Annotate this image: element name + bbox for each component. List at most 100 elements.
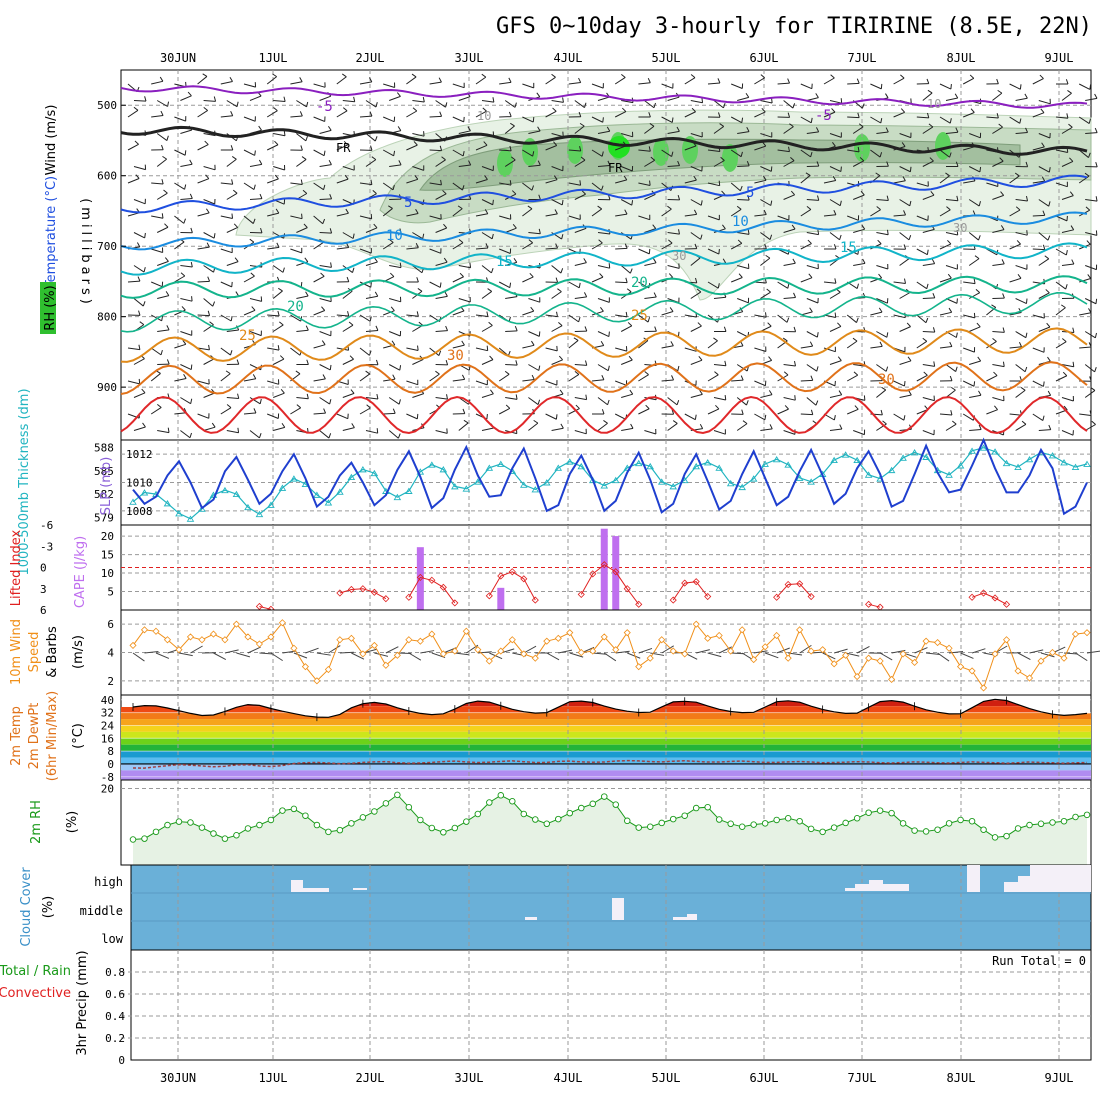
cape-tick: 5 — [107, 586, 114, 599]
wind-barb — [551, 325, 563, 332]
wind-barb-flag — [190, 398, 193, 404]
wind-barb-flag — [626, 288, 632, 293]
wind-barb-flag — [184, 150, 187, 156]
rh-point — [279, 807, 286, 814]
wind-barb — [597, 331, 610, 338]
wind10m-barb — [799, 644, 812, 654]
wind-barb — [359, 373, 371, 382]
wind-barb — [203, 392, 215, 398]
thickness-tick: 588 — [94, 442, 114, 455]
temp-band — [121, 706, 1091, 713]
wind-barb — [1009, 83, 1021, 90]
wind-barb — [203, 100, 216, 102]
thickness-point — [853, 456, 861, 464]
cloud-gap-high — [855, 884, 869, 891]
wind-barb-flag — [787, 112, 791, 118]
wind-barb — [272, 265, 284, 273]
cape-bar — [416, 547, 424, 610]
li-point — [347, 585, 355, 594]
wind-barb — [667, 165, 680, 167]
rh-point — [497, 792, 505, 799]
wind-barb — [475, 144, 488, 151]
cloud-gap-high — [883, 884, 909, 891]
wind-barb-flag — [304, 257, 309, 263]
wind-barb-flag — [388, 205, 393, 209]
wind-barb — [992, 160, 1004, 167]
wind10m-barb — [224, 649, 239, 654]
wind-barb — [499, 215, 511, 220]
wind-barb — [151, 248, 163, 253]
wind-barb — [690, 166, 703, 172]
wind-barb — [1015, 364, 1026, 373]
wind-barb-flag — [578, 282, 581, 288]
wind-barb — [528, 364, 540, 371]
thickness-point — [864, 471, 873, 478]
rh-point — [612, 801, 619, 808]
wind-barb-flag — [879, 341, 883, 347]
wind-barb-flag — [715, 404, 720, 410]
wind-barb-flag — [931, 258, 936, 264]
wind-barb-flag — [272, 73, 277, 78]
wind-barb-flag — [691, 107, 696, 113]
wind-barb — [249, 331, 262, 337]
wind-barb — [435, 261, 448, 266]
wind-barb-flag — [462, 185, 465, 191]
wind-barb-flag — [1048, 167, 1051, 173]
wind-barb — [435, 159, 446, 167]
contour-label: 5 — [404, 195, 412, 211]
wind-barb-flag — [875, 172, 881, 177]
wind-barb-flag — [139, 321, 145, 326]
wind-barb — [1055, 215, 1068, 222]
wind-barb — [203, 265, 214, 273]
date-label: 6JUL — [750, 1071, 779, 1085]
wind-barb-flag — [1047, 235, 1051, 241]
wind-barb-flag — [723, 326, 727, 332]
wind-barb-flag — [607, 160, 611, 166]
wind10m-barb — [328, 645, 341, 654]
wind-barb — [504, 159, 516, 167]
wind-barb-flag — [253, 184, 256, 190]
wind-barb-flag — [509, 180, 512, 186]
wind-barb — [1055, 281, 1067, 290]
wind-barb-flag — [445, 359, 449, 366]
wind-barb — [939, 149, 950, 158]
wind-speed-point — [899, 650, 907, 658]
wind-barb — [737, 165, 750, 167]
wind-barb — [133, 392, 146, 398]
wind-barb — [359, 347, 370, 356]
wind10m-barb — [247, 646, 261, 654]
wind-barb-flag — [600, 306, 604, 312]
rh-point — [451, 824, 459, 832]
wind-barb — [505, 364, 518, 366]
wind-barb-flag — [138, 310, 141, 316]
wind-speed-point — [278, 619, 286, 627]
wind-barb — [481, 393, 494, 398]
thickness-point — [784, 461, 792, 468]
wind-barb — [267, 314, 280, 317]
wind-barb — [621, 393, 633, 398]
wind-barb-flag — [1042, 381, 1045, 387]
wind-barb-flag — [368, 350, 372, 356]
wind-barb — [614, 111, 627, 118]
wind-barb — [313, 378, 326, 382]
wind-barb — [638, 314, 649, 323]
rh-point — [842, 819, 849, 827]
wind-barb-flag — [578, 316, 581, 323]
contour-20 — [120, 275, 1088, 299]
wind-barb — [945, 97, 958, 101]
thickness-point — [324, 499, 333, 506]
wind-barb-flag — [558, 321, 563, 327]
wind-barb — [615, 213, 628, 217]
wind-barb-flag — [817, 229, 820, 235]
wind-barb — [644, 296, 657, 299]
wind-barb — [963, 146, 975, 151]
wind-barb — [1061, 195, 1074, 200]
wind-barb-flag — [997, 89, 1003, 94]
date-label: 8JUL — [947, 51, 976, 65]
wind-barb-flag — [624, 209, 628, 215]
wind-barb — [296, 295, 309, 299]
wind-barb — [893, 413, 905, 421]
wind-barb — [1038, 292, 1050, 299]
wind-barb-flag — [160, 110, 164, 116]
wind-barb-flag — [784, 405, 789, 410]
